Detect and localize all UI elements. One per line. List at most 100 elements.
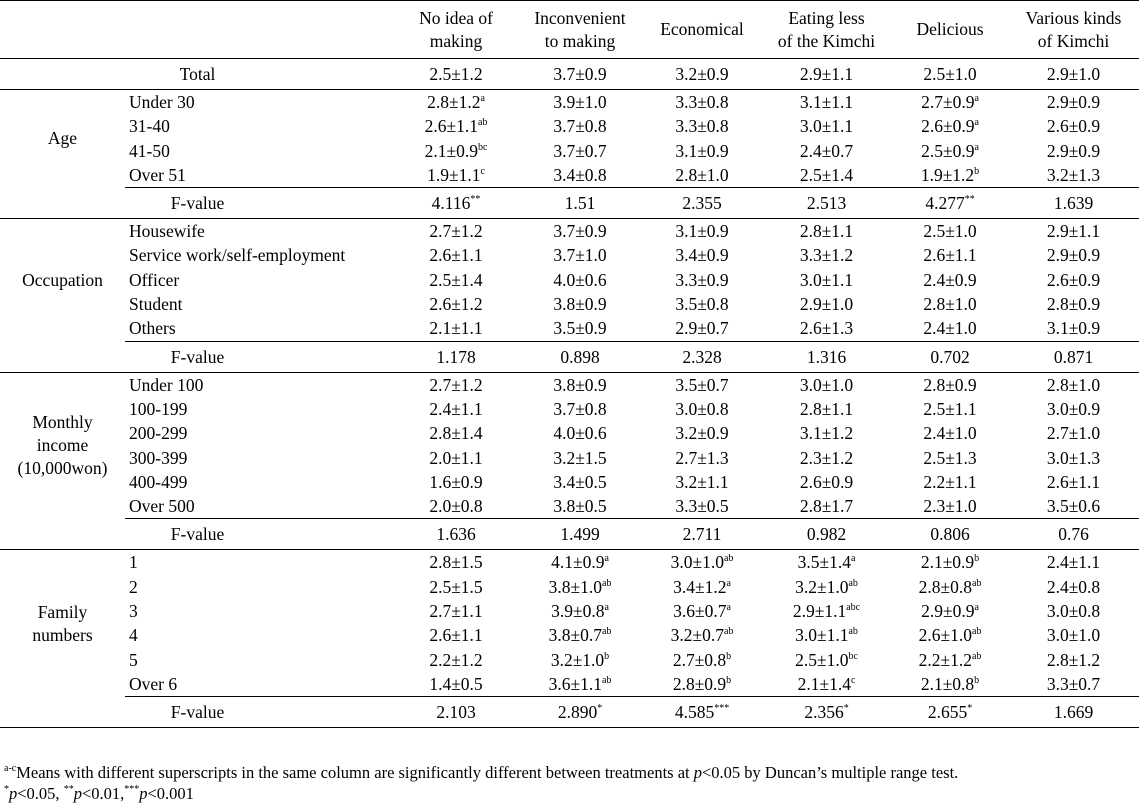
value-cell: 3.2±0.7ab — [670, 625, 734, 646]
value-cell: 2.9±0.9 — [1046, 140, 1101, 161]
value-cell: 2.2±1.1 — [923, 471, 977, 492]
value-cell: 0.982 — [761, 518, 892, 551]
value-cell: 3.2±1.1 — [675, 471, 729, 492]
significance-superscript: ** — [470, 194, 481, 206]
value-cell: 2.6±0.9 — [1046, 269, 1101, 290]
significance-superscript: ab — [848, 626, 858, 638]
value-cell: 2.5±1.2 — [395, 58, 517, 90]
significance-superscript: ab — [477, 117, 488, 129]
value-cell: 2.6±1.2 — [429, 294, 483, 315]
table-row: Student 2.6±1.2 3.8±0.9 3.5±0.8 2.9±1.0 2.8±1… — [0, 292, 1139, 316]
value-cell: 2.6±0.9 — [799, 471, 854, 492]
value-cell: 3.0±1.1 — [799, 116, 854, 137]
value-cell: 3.5±0.6 — [1008, 494, 1139, 520]
value-cell: 2.7±0.9a — [921, 92, 979, 112]
value-cell: 2.8±1.2a — [427, 92, 485, 112]
table-row: 31-40 2.6±1.1ab 3.7±0.8 3.3±0.8 3.0±1.1 2.6±0… — [0, 114, 1139, 138]
f-value-label: F-value — [0, 187, 395, 220]
value-cell: 3.3±0.9 — [675, 269, 729, 290]
value-cell: 3.7±0.8 — [553, 116, 607, 137]
table-row: Over 6 1.4±0.5 3.6±1.1ab 2.8±0.9b 2.1±1.4c 2.… — [0, 671, 1139, 698]
significance-superscript: a — [850, 553, 856, 565]
value-cell: 2.5±1.4 — [761, 162, 892, 189]
group-label: Monthly income (10,000won) — [17, 412, 108, 479]
row-label: 300-399 — [129, 447, 188, 468]
significance-superscript: ab — [848, 577, 858, 589]
value-cell: 2.6±1.1 — [429, 625, 483, 646]
f-value-row: F-value 1.636 1.499 2.711 0.982 0.806 0.76 — [0, 518, 1139, 551]
value-cell: 2.9±0.9 — [1046, 92, 1101, 112]
row-label: 41-50 — [129, 140, 170, 161]
row-label: Over 51 — [125, 162, 395, 189]
value-cell: 1.316 — [761, 341, 892, 373]
significance-superscript: * — [967, 703, 973, 715]
value-cell: 2.9±1.0 — [799, 294, 854, 315]
total-row: Total 2.5±1.2 3.7±0.9 3.2±0.9 2.9±1.1 2.… — [0, 58, 1139, 90]
value-cell: 3.0±0.8 — [1046, 601, 1101, 622]
header-row: No idea of making Inconvenient to making E… — [0, 0, 1139, 59]
value-cell: 3.7±0.7 — [553, 140, 607, 161]
significance-superscript: ab — [601, 626, 612, 638]
table-row: Service work/self-employment 2.6±1.1 3.7±1… — [0, 243, 1139, 267]
value-cell: 2.6±1.3 — [761, 316, 892, 342]
significance-superscript: a — [726, 602, 731, 614]
significance-superscript: a — [480, 93, 485, 104]
value-cell: 2.8±0.8ab — [918, 576, 982, 597]
significance-superscript: ab — [723, 626, 734, 638]
column-header: Delicious — [916, 19, 984, 39]
value-cell: 3.1±1.2 — [799, 423, 854, 444]
row-label: 2 — [129, 576, 138, 597]
significance-superscript: a — [604, 602, 609, 614]
value-cell: 2.1±1.1 — [395, 316, 517, 342]
value-cell: 2.4±1.0 — [892, 316, 1008, 342]
value-cell: 2.0±0.8 — [395, 494, 517, 520]
value-cell: 2.355 — [643, 187, 761, 220]
row-label: Student — [129, 294, 183, 315]
significance-superscript: ** — [964, 194, 975, 206]
value-cell: 1.178 — [395, 341, 517, 373]
value-cell: 3.8±0.7ab — [548, 625, 612, 646]
value-cell: 2.513 — [761, 187, 892, 220]
results-table: No idea of making Inconvenient to making E… — [0, 0, 1139, 729]
value-cell: 3.0±1.1ab — [795, 625, 858, 646]
table-row: 2 2.5±1.5 3.8±1.0ab 3.4±1.2a 3.2±1.0ab 2.8±0.… — [0, 575, 1139, 599]
value-cell: 2.2±1.2ab — [918, 649, 982, 670]
significance-superscript: ab — [601, 577, 612, 589]
value-cell: 2.4±1.1 — [1046, 552, 1101, 573]
value-cell: 2.8±1.0 — [643, 162, 761, 189]
table-row: Others 2.1±1.1 3.5±0.9 2.9±0.7 2.6±1.3 2.4±1.… — [0, 316, 1139, 342]
row-label: Officer — [129, 269, 180, 290]
value-cell: 2.890* — [517, 696, 643, 729]
value-cell: 2.7±0.8b — [672, 649, 732, 670]
value-cell: 3.1±1.1 — [799, 92, 854, 112]
value-cell: 2.8±1.7 — [761, 494, 892, 520]
value-cell: 0.702 — [892, 341, 1008, 373]
value-cell: 2.6±1.1ab — [424, 116, 488, 137]
f-value-row: F-value 2.103 2.890* 4.585*** 2.356* 2.655* 1.… — [0, 696, 1139, 729]
value-cell: 2.9±1.1 — [761, 58, 892, 90]
significance-superscript: bc — [848, 650, 858, 662]
value-cell: 2.8±1.2 — [1046, 649, 1101, 670]
f-value-label: F-value — [0, 518, 395, 551]
column-header: Economical — [660, 19, 744, 39]
value-cell: 3.4±0.9 — [675, 245, 729, 266]
table-row: Family numbers 1 2.8±1.5 4.1±0.9a 3.0±1.0ab 3.… — [0, 550, 1139, 644]
value-cell: 1.636 — [395, 518, 517, 551]
value-cell: 3.0±0.8 — [675, 398, 729, 419]
column-header: Inconvenient to making — [534, 7, 626, 51]
value-cell: 3.2±1.5 — [553, 447, 607, 468]
significance-superscript: a — [974, 93, 979, 104]
value-cell: 2.6±1.1 — [429, 245, 483, 266]
value-cell: 3.3±0.8 — [675, 116, 729, 137]
value-cell: 2.5±0.9a — [921, 140, 979, 161]
table-row: Officer 2.5±1.4 4.0±0.6 3.3±0.9 3.0±1.1 2.4±0… — [0, 268, 1139, 292]
value-cell: 2.5±1.5 — [429, 576, 483, 597]
table-row: Occupation Housewife 2.7±1.2 3.7±0.9 3.1±0.9… — [0, 219, 1139, 289]
value-cell: 3.5±0.9 — [517, 316, 643, 342]
value-cell: 2.4±1.0 — [923, 423, 977, 444]
value-cell: 3.2±1.0b — [550, 649, 610, 670]
value-cell: 2.328 — [643, 341, 761, 373]
group-label: Family numbers — [32, 601, 93, 645]
footnote-duncan: a-cMeans with different superscripts in … — [4, 763, 959, 782]
value-cell: 3.1±0.9 — [675, 140, 729, 161]
